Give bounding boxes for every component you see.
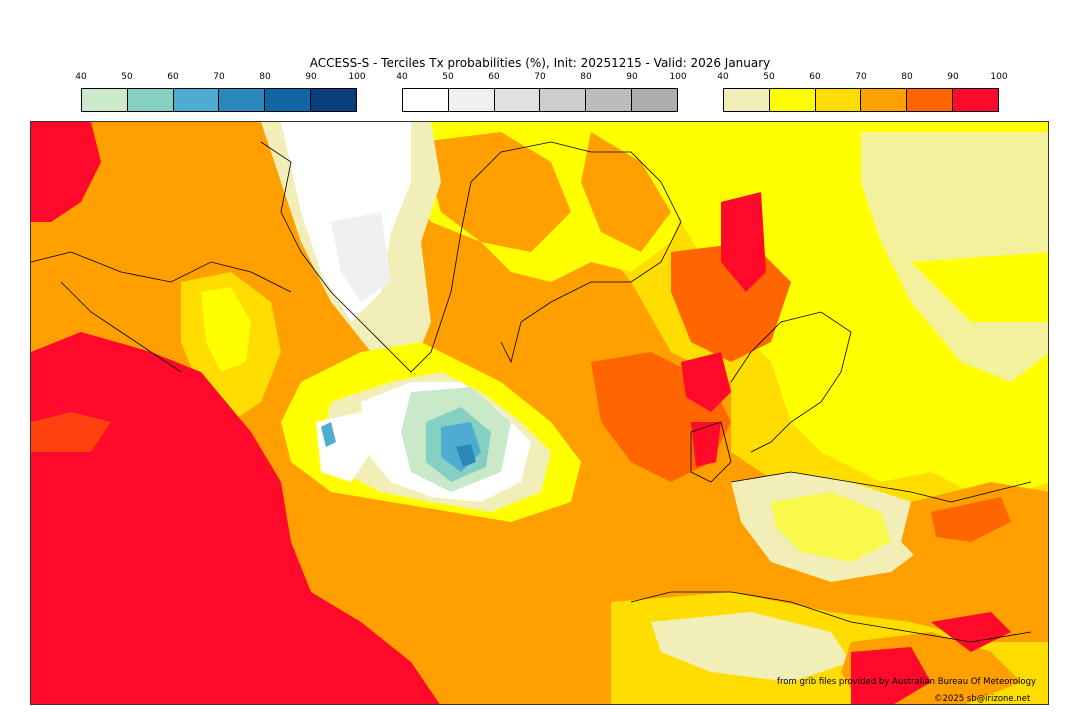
tick-label: 90 bbox=[947, 72, 959, 82]
copyright-note: ©2025 sb@irizone.net bbox=[934, 694, 1031, 704]
tick-label: 60 bbox=[488, 72, 500, 82]
tick-label: 40 bbox=[717, 72, 729, 82]
colorbar-cell bbox=[265, 89, 312, 111]
tick-label: 80 bbox=[259, 72, 271, 82]
colorbar-cell bbox=[127, 89, 174, 111]
colorbar-near-ticks: 40 50 60 70 80 90 100 bbox=[396, 72, 686, 84]
colorbar-cell bbox=[173, 89, 220, 111]
tick-label: 80 bbox=[901, 72, 913, 82]
colorbar-cell bbox=[586, 89, 633, 111]
colorbar-below-normal bbox=[81, 88, 357, 112]
probability-map: from grib files provided by Australian B… bbox=[30, 121, 1049, 705]
colorbar-cell bbox=[448, 89, 495, 111]
colorbar-cell bbox=[953, 89, 998, 111]
colorbar-cell bbox=[815, 89, 862, 111]
tick-label: 100 bbox=[990, 72, 1008, 82]
colorbar-cell bbox=[907, 89, 954, 111]
tick-label: 90 bbox=[305, 72, 317, 82]
colorbar-near-normal bbox=[402, 88, 678, 112]
tick-label: 100 bbox=[348, 72, 366, 82]
tick-label: 40 bbox=[396, 72, 408, 82]
tick-label: 100 bbox=[669, 72, 687, 82]
map-graphic bbox=[31, 122, 1048, 704]
colorbar-cell bbox=[311, 89, 356, 111]
tick-label: 40 bbox=[75, 72, 87, 82]
tick-label: 70 bbox=[534, 72, 546, 82]
colorbar-cell bbox=[769, 89, 816, 111]
tick-label: 60 bbox=[809, 72, 821, 82]
tick-label: 50 bbox=[442, 72, 454, 82]
map-title: ACCESS-S - Terciles Tx probabilities (%)… bbox=[309, 56, 771, 70]
colorbar-cell bbox=[632, 89, 677, 111]
tick-label: 60 bbox=[167, 72, 179, 82]
colorbar-cell bbox=[82, 89, 128, 111]
tick-label: 70 bbox=[855, 72, 867, 82]
colorbar-cell bbox=[219, 89, 266, 111]
data-credit: from grib files provided by Australian B… bbox=[777, 677, 1037, 687]
colorbar-below-ticks: 40 50 60 70 80 90 100 bbox=[75, 72, 365, 84]
colorbar-cell bbox=[403, 89, 449, 111]
tick-label: 50 bbox=[763, 72, 775, 82]
tick-label: 90 bbox=[626, 72, 638, 82]
colorbar-above-ticks: 40 50 60 70 80 90 100 bbox=[717, 72, 1007, 84]
colorbar-cell bbox=[494, 89, 541, 111]
tick-label: 70 bbox=[213, 72, 225, 82]
colorbar-cell bbox=[540, 89, 587, 111]
colorbar-above-normal bbox=[723, 88, 999, 112]
colorbar-cell bbox=[861, 89, 908, 111]
tick-label: 50 bbox=[121, 72, 133, 82]
colorbar-cell bbox=[724, 89, 770, 111]
tick-label: 80 bbox=[580, 72, 592, 82]
